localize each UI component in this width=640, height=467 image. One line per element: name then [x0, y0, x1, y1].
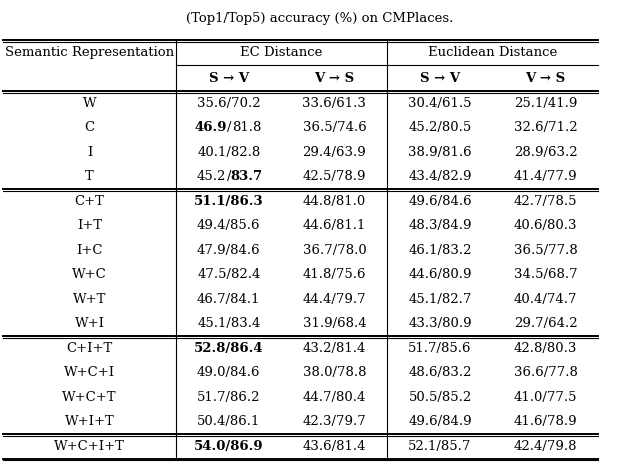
Text: 49.6/84.6: 49.6/84.6 — [408, 195, 472, 208]
Text: 48.6/83.2: 48.6/83.2 — [408, 366, 472, 379]
Text: 42.3/79.7: 42.3/79.7 — [303, 415, 366, 428]
Text: V → S: V → S — [525, 72, 566, 85]
Text: Euclidean Distance: Euclidean Distance — [428, 46, 557, 59]
Text: 45.1/82.7: 45.1/82.7 — [408, 293, 472, 306]
Text: EC Distance: EC Distance — [241, 46, 323, 59]
Text: /: / — [227, 121, 231, 134]
Text: 50.5/85.2: 50.5/85.2 — [408, 391, 472, 404]
Text: 52.1/85.7: 52.1/85.7 — [408, 440, 472, 453]
Text: 42.7/78.5: 42.7/78.5 — [514, 195, 577, 208]
Text: 44.6/80.9: 44.6/80.9 — [408, 269, 472, 281]
Text: 49.0/84.6: 49.0/84.6 — [197, 366, 260, 379]
Text: C: C — [84, 121, 95, 134]
Text: 54.0/86.9: 54.0/86.9 — [194, 440, 264, 453]
Text: 49.6/84.9: 49.6/84.9 — [408, 415, 472, 428]
Text: Semantic Representation: Semantic Representation — [5, 46, 174, 59]
Text: W+T: W+T — [73, 293, 106, 306]
Text: 33.6/61.3: 33.6/61.3 — [303, 97, 366, 110]
Text: 43.6/81.4: 43.6/81.4 — [303, 440, 366, 453]
Text: 42.4/79.8: 42.4/79.8 — [514, 440, 577, 453]
Text: 35.6/70.2: 35.6/70.2 — [197, 97, 260, 110]
Text: 32.6/71.2: 32.6/71.2 — [514, 121, 577, 134]
Text: W: W — [83, 97, 97, 110]
Text: 36.5/77.8: 36.5/77.8 — [514, 244, 577, 257]
Text: 41.6/78.9: 41.6/78.9 — [514, 415, 577, 428]
Text: 44.8/81.0: 44.8/81.0 — [303, 195, 366, 208]
Text: 45.1/83.4: 45.1/83.4 — [197, 318, 260, 330]
Text: 25.1/41.9: 25.1/41.9 — [514, 97, 577, 110]
Text: 41.0/77.5: 41.0/77.5 — [514, 391, 577, 404]
Text: 51.1/86.3: 51.1/86.3 — [194, 195, 264, 208]
Text: 44.4/79.7: 44.4/79.7 — [303, 293, 366, 306]
Text: C+T: C+T — [75, 195, 104, 208]
Text: 28.9/63.2: 28.9/63.2 — [514, 146, 577, 159]
Text: 43.2/81.4: 43.2/81.4 — [303, 342, 366, 355]
Text: 51.7/85.6: 51.7/85.6 — [408, 342, 472, 355]
Text: 42.5/78.9: 42.5/78.9 — [303, 170, 366, 184]
Text: 52.8/86.4: 52.8/86.4 — [194, 342, 264, 355]
Text: 29.4/63.9: 29.4/63.9 — [303, 146, 366, 159]
Text: 81.8: 81.8 — [232, 121, 261, 134]
Text: 46.1/83.2: 46.1/83.2 — [408, 244, 472, 257]
Text: V → S: V → S — [314, 72, 355, 85]
Text: 45.2/80.5: 45.2/80.5 — [408, 121, 472, 134]
Text: W+C+I+T: W+C+I+T — [54, 440, 125, 453]
Text: 45.2: 45.2 — [196, 170, 226, 184]
Text: 50.4/86.1: 50.4/86.1 — [197, 415, 260, 428]
Text: 44.7/80.4: 44.7/80.4 — [303, 391, 366, 404]
Text: 43.3/80.9: 43.3/80.9 — [408, 318, 472, 330]
Text: 41.4/77.9: 41.4/77.9 — [514, 170, 577, 184]
Text: W+C: W+C — [72, 269, 107, 281]
Text: 34.5/68.7: 34.5/68.7 — [514, 269, 577, 281]
Text: 36.7/78.0: 36.7/78.0 — [303, 244, 366, 257]
Text: S → V: S → V — [209, 72, 249, 85]
Text: 29.7/64.2: 29.7/64.2 — [514, 318, 577, 330]
Text: 48.3/84.9: 48.3/84.9 — [408, 219, 472, 232]
Text: 40.1/82.8: 40.1/82.8 — [197, 146, 260, 159]
Text: (Top1/Top5) accuracy (%) on CMPlaces.: (Top1/Top5) accuracy (%) on CMPlaces. — [186, 12, 454, 25]
Text: 46.7/84.1: 46.7/84.1 — [197, 293, 260, 306]
Text: 41.8/75.6: 41.8/75.6 — [303, 269, 366, 281]
Text: 40.6/80.3: 40.6/80.3 — [514, 219, 577, 232]
Text: /: / — [227, 170, 231, 184]
Text: 47.5/82.4: 47.5/82.4 — [197, 269, 260, 281]
Text: 38.9/81.6: 38.9/81.6 — [408, 146, 472, 159]
Text: T: T — [85, 170, 94, 184]
Text: 43.4/82.9: 43.4/82.9 — [408, 170, 472, 184]
Text: 47.9/84.6: 47.9/84.6 — [197, 244, 260, 257]
Text: W+I+T: W+I+T — [65, 415, 115, 428]
Text: W+C+I: W+C+I — [64, 366, 115, 379]
Text: 31.9/68.4: 31.9/68.4 — [303, 318, 366, 330]
Text: 46.9: 46.9 — [195, 121, 227, 134]
Text: W+I: W+I — [75, 318, 104, 330]
Text: 44.6/81.1: 44.6/81.1 — [303, 219, 366, 232]
Text: 40.4/74.7: 40.4/74.7 — [514, 293, 577, 306]
Text: 36.6/77.8: 36.6/77.8 — [514, 366, 577, 379]
Text: 42.8/80.3: 42.8/80.3 — [514, 342, 577, 355]
Text: 51.7/86.2: 51.7/86.2 — [197, 391, 260, 404]
Text: W+C+T: W+C+T — [62, 391, 117, 404]
Text: S → V: S → V — [420, 72, 460, 85]
Text: 83.7: 83.7 — [230, 170, 262, 184]
Text: 30.4/61.5: 30.4/61.5 — [408, 97, 472, 110]
Text: I+T: I+T — [77, 219, 102, 232]
Text: I: I — [87, 146, 92, 159]
Text: 38.0/78.8: 38.0/78.8 — [303, 366, 366, 379]
Text: 36.5/74.6: 36.5/74.6 — [303, 121, 366, 134]
Text: 49.4/85.6: 49.4/85.6 — [197, 219, 260, 232]
Text: C+I+T: C+I+T — [67, 342, 113, 355]
Text: I+C: I+C — [76, 244, 103, 257]
